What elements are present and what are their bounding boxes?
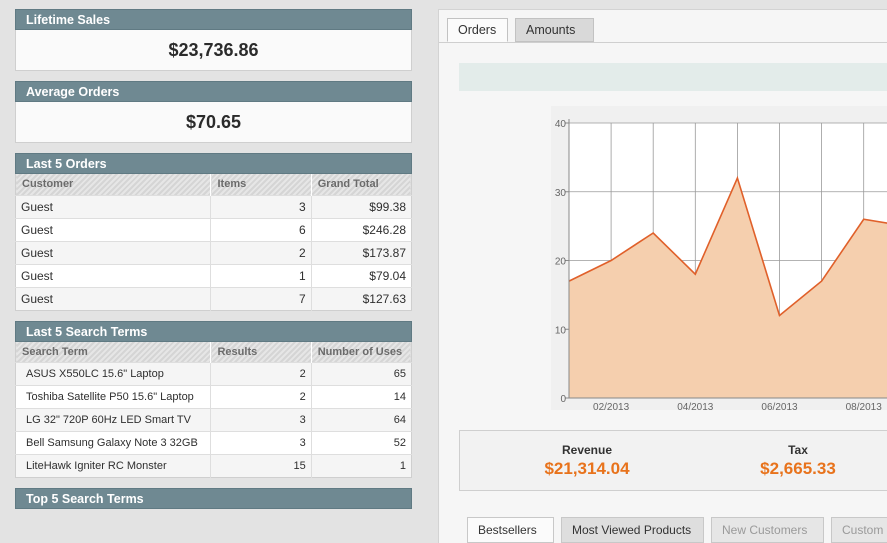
average-orders-value: $70.65	[15, 102, 412, 143]
revenue-label: Revenue	[561, 443, 613, 457]
y-tick-label: 20	[555, 257, 567, 268]
y-tick-label: 10	[555, 325, 567, 336]
revenue-value: $21,314.04	[544, 459, 630, 478]
x-tick-label: 02/2013	[593, 402, 630, 410]
chart-axes: 0 10 20 30 40 02/2013 04/2013 06/2013 08/2013	[555, 119, 887, 410]
customer-cell: Guest	[15, 194, 212, 218]
grand-total-cell: $99.38	[311, 194, 412, 218]
totals-bar: Revenue $21,314.04 Tax $2,665.33	[459, 430, 887, 491]
items-cell: 2	[210, 240, 312, 264]
tax-label: Tax	[788, 443, 808, 457]
column-header-customer[interactable]: Customer	[15, 174, 212, 195]
lifetime-sales-title: Lifetime Sales	[15, 9, 412, 30]
search-term-cell: LiteHawk Igniter RC Monster	[15, 454, 212, 478]
average-orders-title: Average Orders	[15, 81, 412, 102]
series-area	[569, 178, 887, 398]
grand-total-cell: $127.63	[311, 286, 412, 310]
lifetime-sales-box: Lifetime Sales $23,736.86	[15, 9, 412, 71]
customer-cell: Guest	[15, 263, 212, 287]
tab-customers[interactable]: Custom	[831, 517, 887, 543]
grand-total-cell: $246.28	[311, 217, 412, 241]
orders-chart: 0 10 20 30 40 02/2013 04/2013 06/2013 08/2013	[551, 106, 887, 410]
last-search-table: Search Term Results Number of Uses ASUS …	[15, 341, 412, 478]
items-cell: 3	[210, 194, 312, 218]
table-row[interactable]: Toshiba Satellite P50 15.6" Laptop 2 14	[15, 385, 412, 409]
column-header-items[interactable]: Items	[210, 174, 312, 195]
customer-cell: Guest	[15, 217, 212, 241]
table-row[interactable]: Guest 7 $127.63	[15, 286, 412, 310]
column-header-number-of-uses[interactable]: Number of Uses	[311, 341, 412, 363]
tab-amounts[interactable]: Amounts	[515, 18, 594, 42]
results-cell: 2	[210, 385, 312, 409]
customer-cell: Guest	[15, 286, 212, 310]
last-search-title: Last 5 Search Terms	[15, 320, 412, 342]
tab-orders[interactable]: Orders	[447, 18, 508, 42]
left-column: Lifetime Sales $23,736.86 Average Orders…	[15, 9, 412, 519]
tab-new-customers[interactable]: New Customers	[711, 517, 824, 543]
search-term-cell: ASUS X550LC 15.6" Laptop	[15, 362, 212, 386]
last-orders-table: Customer Items Grand Total Guest 3 $99.38 …	[15, 174, 412, 311]
y-tick-label: 30	[555, 188, 567, 199]
tax-value: $2,665.33	[760, 459, 836, 478]
lifetime-sales-value: $23,736.86	[15, 30, 412, 71]
last-orders-box: Last 5 Orders Customer Items Grand Total…	[15, 153, 412, 311]
table-row[interactable]: LG 32" 720P 60Hz LED Smart TV 3 64	[15, 408, 412, 432]
results-cell: 2	[210, 362, 312, 386]
tab-most-viewed-products[interactable]: Most Viewed Products	[561, 517, 704, 543]
tab-divider	[439, 42, 887, 43]
last-search-box: Last 5 Search Terms Search Term Results …	[15, 320, 412, 478]
results-cell: 15	[210, 454, 312, 478]
column-header-search-term[interactable]: Search Term	[15, 341, 212, 363]
results-cell: 3	[210, 431, 312, 455]
search-term-cell: Bell Samsung Galaxy Note 3 32GB	[15, 431, 212, 455]
grand-total-cell: $79.04	[311, 263, 412, 287]
uses-cell: 14	[311, 385, 412, 409]
uses-cell: 52	[311, 431, 412, 455]
search-term-cell: Toshiba Satellite P50 15.6" Laptop	[15, 385, 212, 409]
y-tick-label: 40	[555, 119, 567, 130]
table-row[interactable]: Guest 6 $246.28	[15, 217, 412, 241]
items-cell: 6	[210, 217, 312, 241]
column-header-grand-total[interactable]: Grand Total	[311, 174, 412, 195]
uses-cell: 64	[311, 408, 412, 432]
uses-cell: 1	[311, 454, 412, 478]
tab-bestsellers[interactable]: Bestsellers	[467, 517, 554, 543]
average-orders-box: Average Orders $70.65	[15, 81, 412, 143]
y-tick-label: 0	[560, 394, 566, 405]
column-header-results[interactable]: Results	[210, 341, 312, 363]
last-orders-title: Last 5 Orders	[15, 153, 412, 174]
table-row[interactable]: ASUS X550LC 15.6" Laptop 2 65	[15, 362, 412, 386]
tax-total: Tax $2,665.33	[708, 443, 887, 479]
table-row[interactable]: Guest 1 $79.04	[15, 263, 412, 287]
search-term-cell: LG 32" 720P 60Hz LED Smart TV	[15, 408, 212, 432]
grand-total-cell: $173.87	[311, 240, 412, 264]
top-search-box: Top 5 Search Terms	[15, 488, 412, 509]
revenue-total: Revenue $21,314.04	[497, 443, 677, 479]
x-tick-label: 04/2013	[677, 402, 714, 410]
top-search-title: Top 5 Search Terms	[15, 488, 412, 509]
table-row[interactable]: Guest 3 $99.38	[15, 194, 412, 218]
chart-panel: Orders Amounts 0 10 20 30 40 02/2013 04/2013 06…	[438, 9, 887, 543]
uses-cell: 65	[311, 362, 412, 386]
items-cell: 7	[210, 286, 312, 310]
chart-banner	[459, 63, 887, 91]
series-line	[568, 175, 887, 317]
customer-cell: Guest	[15, 240, 212, 264]
items-cell: 1	[210, 263, 312, 287]
table-row[interactable]: Guest 2 $173.87	[15, 240, 412, 264]
results-cell: 3	[210, 408, 312, 432]
x-tick-label: 08/2013	[846, 402, 883, 410]
table-row[interactable]: Bell Samsung Galaxy Note 3 32GB 3 52	[15, 431, 412, 455]
table-row[interactable]: LiteHawk Igniter RC Monster 15 1	[15, 454, 412, 478]
x-tick-label: 06/2013	[761, 402, 798, 410]
